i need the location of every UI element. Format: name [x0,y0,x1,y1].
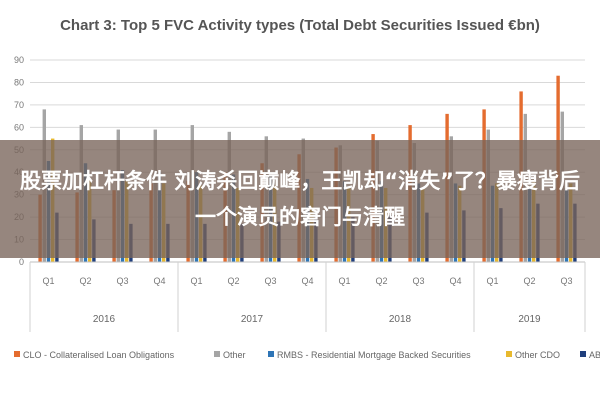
legend: CLO - Collateralised Loan Obligations Oth… [14,350,600,360]
x-tick-label: Q1 [486,276,498,286]
y-tick-label: 0 [19,257,24,267]
year-group-label: 2018 [389,314,412,325]
chart-title: Chart 3: Top 5 FVC Activity types (Total… [60,17,540,34]
x-tick-label: Q1 [42,276,54,286]
x-tick-label: Q4 [449,276,461,286]
legend-swatch [268,351,274,357]
x-tick-label: Q2 [227,276,239,286]
x-tick-label: Q4 [153,276,165,286]
headline-text[interactable]: 股票加杠杆条件 刘涛杀回巅峰，王凯却“消失”了？暴瘦背后一个演员的窘门与清醒 [20,169,580,229]
x-tick-label: Q1 [338,276,350,286]
legend-label: Other [223,350,246,360]
legend-swatch [214,351,220,357]
legend-swatch [14,351,20,357]
headline-overlay[interactable]: 股票加杠杆条件 刘涛杀回巅峰，王凯却“消失”了？暴瘦背后一个演员的窘门与清醒 [0,140,600,258]
x-tick-label: Q3 [412,276,424,286]
year-group-label: 2019 [518,314,541,325]
y-tick-label: 90 [14,55,24,65]
legend-swatch [580,351,586,357]
legend-swatch [506,351,512,357]
x-tick-label: Q1 [190,276,202,286]
year-group-label: 2016 [93,314,116,325]
legend-label: RMBS - Residential Mortgage Backed Secur… [277,350,471,360]
legend-label: CLO - Collateralised Loan Obligations [23,350,175,360]
y-tick-label: 80 [14,77,24,87]
y-tick-label: 60 [14,122,24,132]
x-tick-label: Q2 [523,276,535,286]
year-group-label: 2017 [241,314,264,325]
x-tick-label: Q4 [301,276,313,286]
x-tick-label: Q2 [375,276,387,286]
x-tick-label: Q2 [79,276,91,286]
y-tick-label: 70 [14,100,24,110]
legend-label: ABCP [589,350,600,360]
legend-label: Other CDO [515,350,560,360]
x-tick-label: Q3 [116,276,128,286]
x-tick-label: Q3 [264,276,276,286]
x-tick-label: Q3 [560,276,572,286]
